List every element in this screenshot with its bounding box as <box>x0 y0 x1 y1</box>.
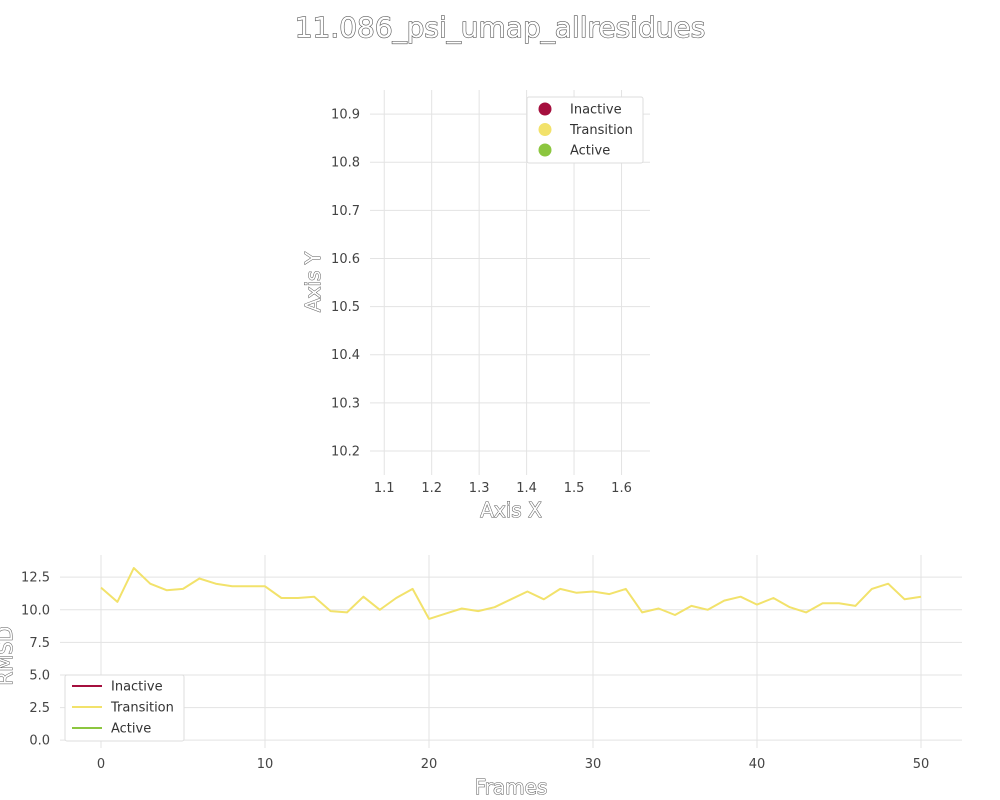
line-x-tick-label: 30 <box>585 757 602 772</box>
line-series-group <box>100 567 922 620</box>
scatter-legend-marker <box>538 143 552 157</box>
line-y-tick-label: 2.5 <box>29 701 50 716</box>
scatter-y-tick-label: 10.9 <box>331 108 360 123</box>
scatter-x-ticks: 1.1 1.2 1.3 1.4 1.5 1.6 <box>374 481 632 496</box>
scatter-y-tick-label: 10.4 <box>331 348 360 363</box>
line-y-tick-label: 12.5 <box>21 571 50 586</box>
scatter-y-tick-label: 10.5 <box>331 300 360 315</box>
scatter-legend: Inactive Transition Active <box>526 96 644 164</box>
line-y-tick-label: 7.5 <box>29 636 50 651</box>
scatter-x-tick-label: 1.4 <box>516 481 537 496</box>
scatter-y-tick-label: 10.8 <box>331 156 360 171</box>
scatter-x-label: Axis X <box>480 498 542 522</box>
scatter-panel: 1.1 1.2 1.3 1.4 1.5 1.6 10.210.310.410.510.61… <box>301 90 650 523</box>
line-x-tick-label: 0 <box>97 757 105 772</box>
scatter-x-tick-label: 1.5 <box>564 481 585 496</box>
line-x-tick-label: 20 <box>421 757 438 772</box>
scatter-y-ticks: 10.2 10.3 10.4 10.5 10.6 10.7 10.8 10.9 <box>331 108 360 460</box>
line-y-tick-label: 10.0 <box>21 603 50 618</box>
scatter-legend-box <box>526 96 644 164</box>
scatter-y-label: Axis Y <box>301 251 325 312</box>
line-y-ticks: 0.0 2.5 5.0 7.5 10.0 12.5 <box>21 571 50 749</box>
scatter-legend-marker <box>538 102 552 116</box>
figure-title: 11.086_psi_umap_allresidues <box>295 11 706 44</box>
scatter-x-tick-label: 1.3 <box>469 481 490 496</box>
line-legend-label: Inactive <box>111 680 163 695</box>
line-y-tick-label: 0.0 <box>29 734 50 749</box>
scatter-x-tick-label: 1.1 <box>374 481 395 496</box>
scatter-y-tick-label: 10.6 <box>331 252 360 267</box>
line-series-transition <box>100 567 922 620</box>
scatter-legend-label: Active <box>570 144 610 159</box>
line-legend-label: Active <box>111 722 151 737</box>
line-grid <box>60 555 962 748</box>
scatter-legend-label: Inactive <box>570 103 622 118</box>
line-x-ticks: 0 10 20 30 40 50 <box>97 757 929 772</box>
line-x-label: Frames <box>475 775 548 799</box>
line-legend: Inactive Transition Active <box>64 674 185 742</box>
line-panel: 0 10 20 30 40 50 0.02.55.07.510.012.5 Frames … <box>0 555 962 800</box>
line-x-tick-label: 10 <box>257 757 274 772</box>
scatter-legend-marker <box>538 123 552 136</box>
scatter-legend-label: Transition <box>569 123 633 138</box>
scatter-x-tick-label: 1.6 <box>611 481 632 496</box>
line-y-label: RMSD <box>0 626 17 685</box>
scatter-y-tick-label: 10.7 <box>331 204 360 219</box>
line-legend-box <box>64 674 185 742</box>
scatter-x-tick-label: 1.2 <box>421 481 442 496</box>
line-y-tick-label: 5.0 <box>29 668 50 683</box>
line-legend-label: Transition <box>110 701 174 716</box>
scatter-y-tick-label: 10.3 <box>331 396 360 411</box>
scatter-y-tick-label: 10.2 <box>331 444 360 459</box>
line-x-tick-label: 40 <box>749 757 766 772</box>
line-x-tick-label: 50 <box>913 757 930 772</box>
